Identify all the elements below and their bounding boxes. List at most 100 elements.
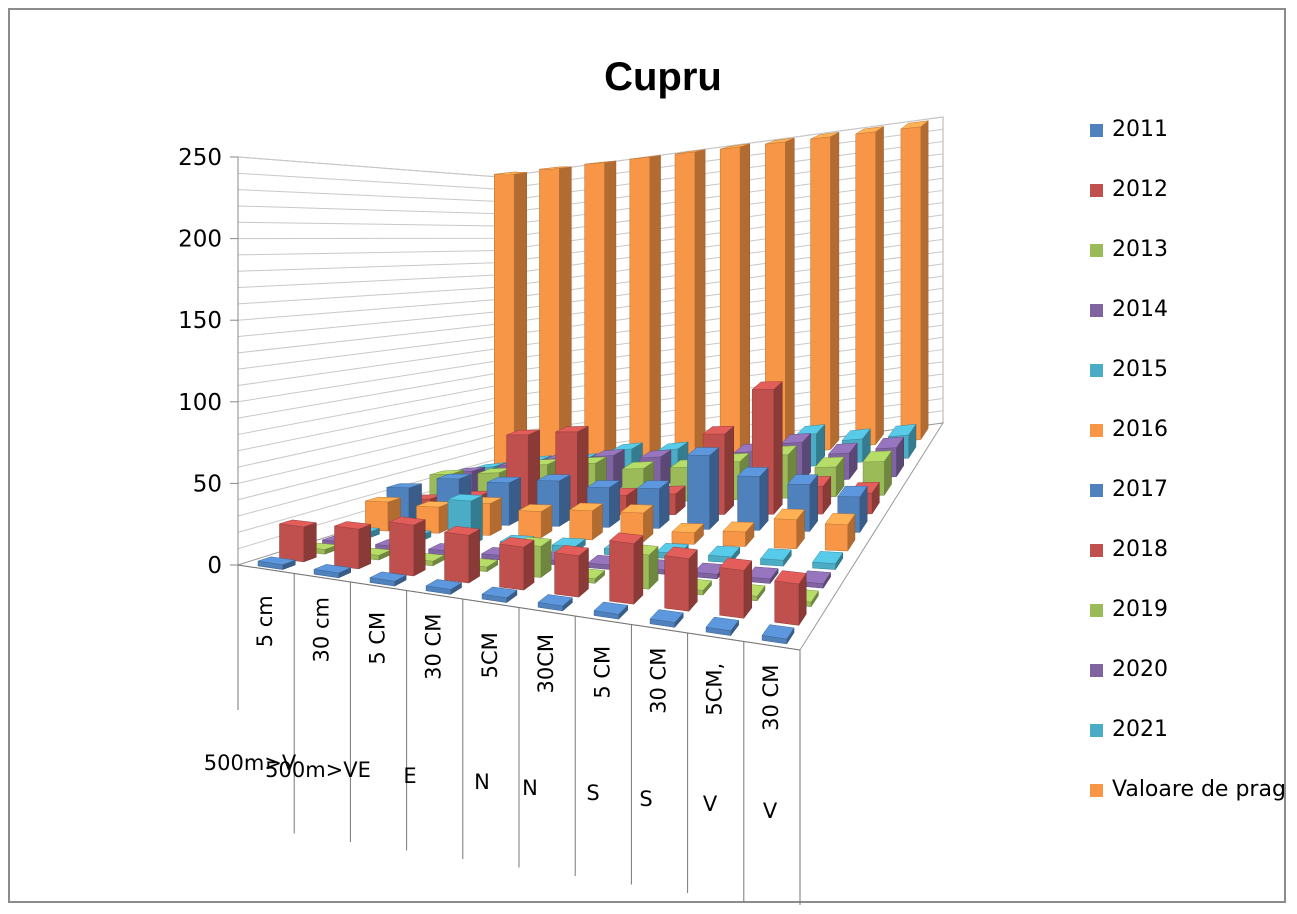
bar-top xyxy=(814,456,845,468)
bar-top xyxy=(593,601,629,615)
category-label: 30 CM xyxy=(759,665,783,731)
category-label: 5CM, xyxy=(703,663,727,716)
bar-side xyxy=(659,480,670,529)
bar-front xyxy=(773,518,797,550)
bar-side xyxy=(413,519,426,577)
y-tick-label: 0 xyxy=(207,553,222,579)
legend-label: 2021 xyxy=(1112,717,1168,742)
bar-top xyxy=(780,432,812,444)
legend-label: 2019 xyxy=(1112,597,1168,622)
bar-top xyxy=(388,516,427,526)
y-tick-label: 250 xyxy=(178,145,222,171)
bar xyxy=(705,616,740,637)
bar-top xyxy=(720,143,750,150)
legend-label: 2014 xyxy=(1112,297,1168,322)
bar-top xyxy=(584,160,616,165)
group-label: 500m>VE xyxy=(265,758,371,782)
bar-top xyxy=(719,557,753,571)
bar xyxy=(553,544,590,598)
bar-side xyxy=(773,380,783,515)
bar-top xyxy=(837,485,868,498)
category-label: 5 CM xyxy=(366,612,390,665)
bar-front xyxy=(334,525,359,570)
bar-side xyxy=(609,480,620,528)
category-label: 5CM xyxy=(478,632,502,678)
chart-frame: 0 50 100 150 200 250 5 cm 30 cm 5 CM 30 CM 5CM 30CM… xyxy=(8,8,1286,905)
bar-top xyxy=(722,521,755,533)
bar-top xyxy=(855,126,884,135)
axis-layer: 0 50 100 150 200 250 5 cm 30 cm 5 CM 30 CM 5CM 30CM… xyxy=(178,145,801,905)
bar-top xyxy=(555,426,589,433)
category-label: 30 CM xyxy=(647,648,671,714)
group-label: E xyxy=(403,764,416,788)
bar-side xyxy=(489,497,502,536)
bar xyxy=(584,160,617,478)
bar-top xyxy=(472,462,506,469)
x-axis-line xyxy=(237,564,801,651)
bar-front xyxy=(569,509,593,541)
bar-top xyxy=(592,448,625,457)
legend-label: 2020 xyxy=(1112,657,1168,682)
bar-side xyxy=(578,547,589,598)
group-label: N xyxy=(474,770,490,794)
bar-top xyxy=(568,502,604,512)
bar-side xyxy=(920,120,929,441)
bar-top xyxy=(707,545,741,558)
bar xyxy=(824,513,856,552)
bar-front xyxy=(389,521,415,577)
bar-side xyxy=(830,131,840,451)
legend-swatch xyxy=(1090,604,1103,617)
bar-front xyxy=(554,552,580,598)
legend-swatch xyxy=(1090,544,1103,557)
legend-swatch xyxy=(1090,244,1103,257)
bar-top xyxy=(812,551,844,564)
bar-top xyxy=(506,429,540,436)
bar-top xyxy=(611,442,643,451)
bar-top xyxy=(761,624,795,640)
legend-swatch xyxy=(1090,664,1103,677)
bar-front xyxy=(855,131,876,448)
bar-top xyxy=(671,523,705,533)
bar-top xyxy=(537,474,572,482)
bar xyxy=(539,166,572,483)
bar-front xyxy=(279,523,304,563)
category-label: 30CM xyxy=(534,634,558,694)
bar xyxy=(498,537,535,591)
bar-top xyxy=(875,436,905,450)
bar-top xyxy=(447,494,483,502)
bar-side xyxy=(724,425,735,516)
bar-front xyxy=(810,136,831,453)
bar xyxy=(369,571,407,587)
bar-side xyxy=(688,549,698,612)
bar-side xyxy=(558,474,571,527)
bar xyxy=(722,521,755,548)
legend: 2011 2012 2013 2014 2015 2016 2017 2018 2019 2020… xyxy=(1090,117,1286,802)
bar-top xyxy=(900,120,929,130)
bar xyxy=(761,624,795,645)
bar-side xyxy=(633,534,644,605)
bar-top xyxy=(827,442,858,455)
bar-front xyxy=(687,454,710,530)
bar-top xyxy=(486,476,521,483)
bar xyxy=(517,504,553,539)
bar xyxy=(812,551,844,571)
bar-front xyxy=(674,151,696,468)
bar-top xyxy=(702,425,735,435)
bar-top xyxy=(517,504,553,512)
legend-label: 2015 xyxy=(1112,357,1168,382)
bar xyxy=(810,131,840,453)
bar-top xyxy=(774,570,807,585)
chart-title: Cupru xyxy=(604,55,722,99)
legend-swatch xyxy=(1090,484,1103,497)
bar xyxy=(537,594,573,612)
legend-label: 2016 xyxy=(1112,417,1168,442)
y-tick-label: 200 xyxy=(178,227,222,253)
bar-front xyxy=(719,146,741,463)
bar-top xyxy=(810,131,840,140)
bar-top xyxy=(686,447,720,456)
category-label: 30 cm xyxy=(309,597,333,662)
legend-label: Valoare de prag xyxy=(1112,777,1286,802)
bar-top xyxy=(674,149,706,155)
bar-side xyxy=(604,160,617,476)
bar xyxy=(279,519,317,563)
